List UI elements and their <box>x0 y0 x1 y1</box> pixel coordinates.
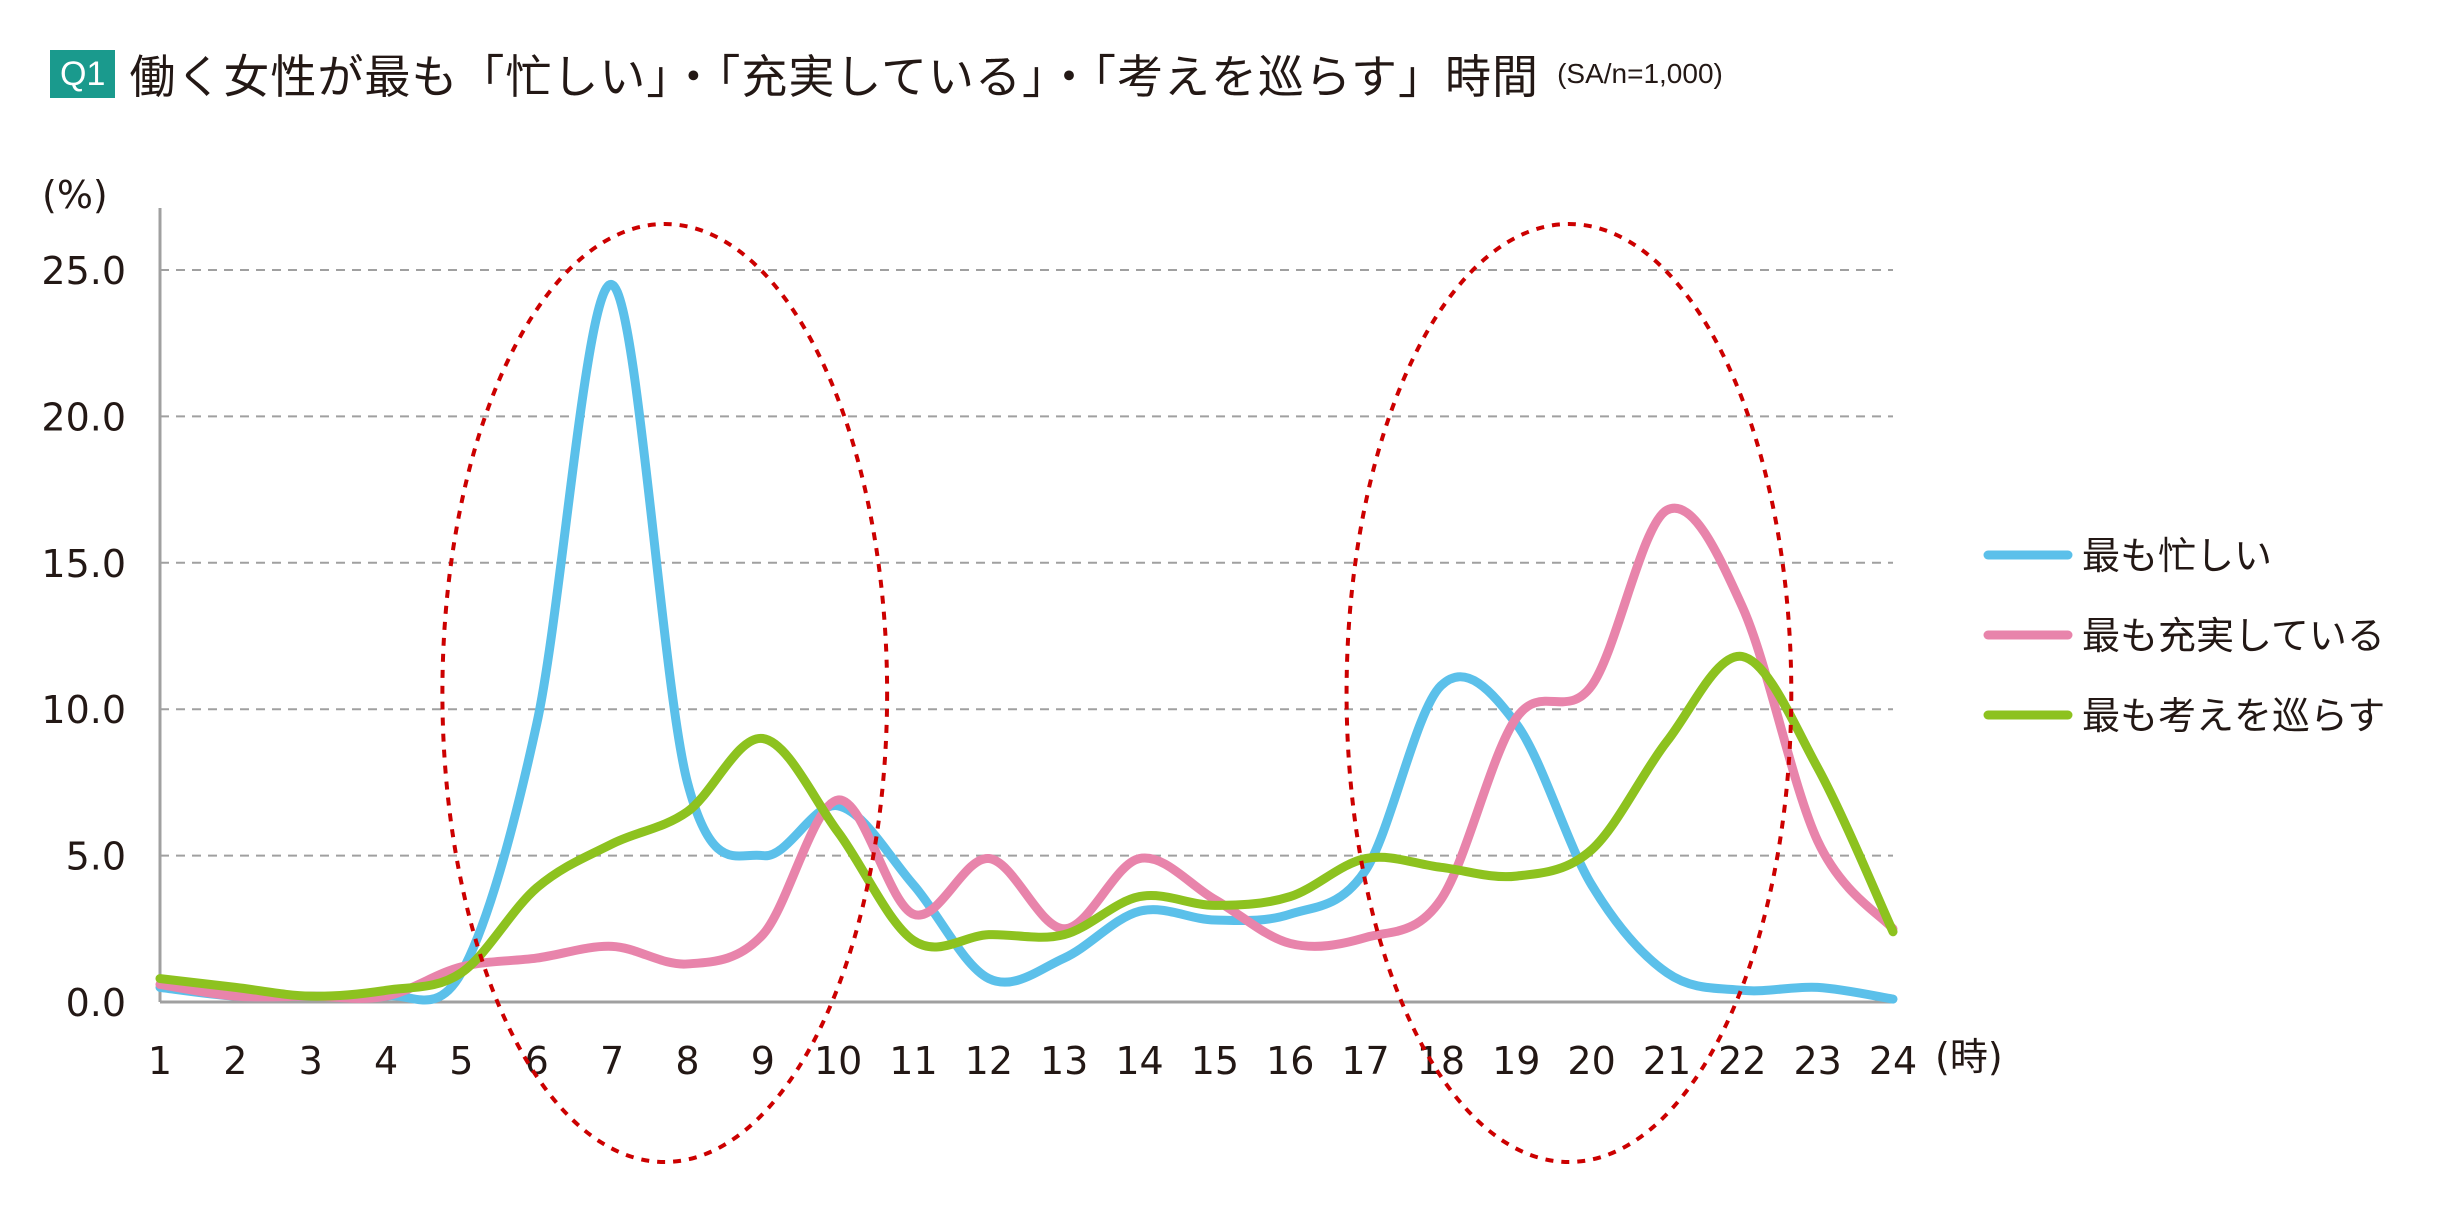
x-tick-label: 12 <box>965 1039 1013 1083</box>
x-tick-label: 17 <box>1341 1039 1389 1083</box>
legend-label-1: 最も忙しい <box>2082 534 2272 578</box>
y-axis-label: (%) <box>42 173 108 217</box>
x-tick-label: 22 <box>1718 1039 1766 1083</box>
y-tick-label: 15.0 <box>41 542 126 586</box>
highlight-ellipses <box>440 222 1794 1164</box>
x-tick-label: 16 <box>1266 1039 1314 1083</box>
question-badge: Q1 <box>50 50 116 98</box>
y-tick-label: 20.0 <box>41 395 126 439</box>
legend-label-2: 最も充実している <box>2082 614 2385 658</box>
x-tick-label: 9 <box>751 1039 775 1083</box>
x-tick-label: 11 <box>889 1039 937 1083</box>
x-tick-label: 20 <box>1567 1039 1615 1083</box>
highlight-ellipse-2 <box>1344 222 1794 1164</box>
axes <box>158 208 1893 1004</box>
x-tick-label: 23 <box>1793 1039 1841 1083</box>
legend-label-3: 最も考えを巡らす <box>2082 694 2385 738</box>
gridlines <box>160 269 1893 857</box>
y-tick-label: 10.0 <box>41 688 126 732</box>
x-tick-label: 24 <box>1869 1039 1917 1083</box>
x-tick-label: 19 <box>1492 1039 1540 1083</box>
series-lines <box>155 280 1898 1005</box>
x-tick-label: 2 <box>223 1039 247 1083</box>
x-tick-label: 13 <box>1040 1039 1088 1083</box>
x-tick-label: 15 <box>1191 1039 1239 1083</box>
y-tick-label: 5.0 <box>66 835 126 879</box>
x-tick-label: 1 <box>148 1039 172 1083</box>
x-tick-label: 4 <box>374 1039 398 1083</box>
x-tick-label: 3 <box>299 1039 323 1083</box>
x-tick-label: 7 <box>600 1039 624 1083</box>
x-tick-label: 14 <box>1115 1039 1163 1083</box>
y-tick-labels: 0.0 5.0 10.0 15.0 20.0 25.0 <box>41 249 126 1025</box>
series-line-3 <box>155 651 1898 1001</box>
series-line-2 <box>155 503 1898 1003</box>
chart-title: 働く女性が最も「忙しい」・「充実している」・「考えを巡らす」時間 <box>129 50 1540 104</box>
y-tick-label: 0.0 <box>66 981 126 1025</box>
chart-subtitle: (SA/n=1,000) <box>1557 58 1723 89</box>
series-line-1 <box>155 280 1898 1005</box>
x-tick-label: 10 <box>814 1039 862 1083</box>
x-tick-labels: 1 2 3 4 5 6 7 8 9 10 11 12 13 14 15 16 17 18 19 20 21 22 23 24 <box>148 1039 1917 1083</box>
x-tick-label: 21 <box>1643 1039 1691 1083</box>
x-tick-label: 8 <box>675 1039 699 1083</box>
x-axis-label: (時) <box>1935 1035 2003 1079</box>
x-tick-label: 5 <box>449 1039 473 1083</box>
highlight-ellipse-1 <box>440 222 890 1164</box>
chart-title-row: Q1 働く女性が最も「忙しい」・「充実している」・「考えを巡らす」時間 (SA/… <box>50 42 1723 106</box>
y-tick-label: 25.0 <box>41 249 126 293</box>
